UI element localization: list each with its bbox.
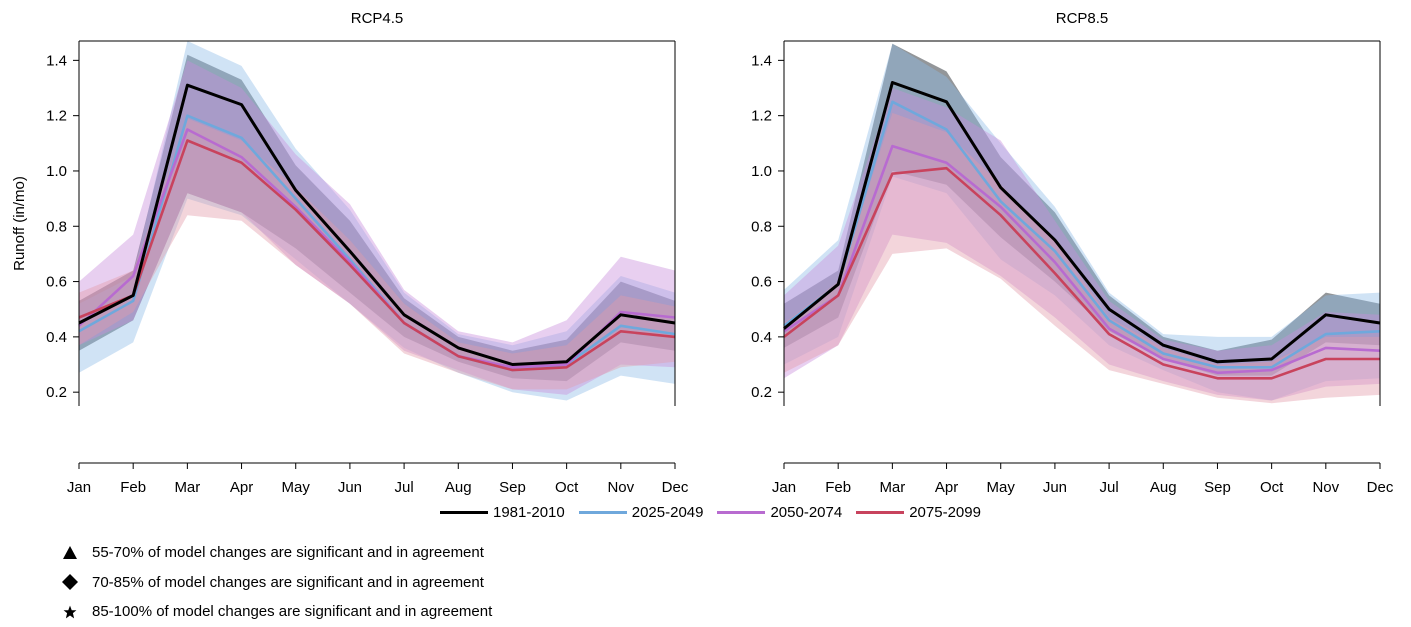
y-tick-label: 0.8 bbox=[46, 218, 67, 235]
x-tick-label: Aug bbox=[445, 479, 472, 496]
uncertainty-band-2075-2099 bbox=[784, 112, 1380, 404]
x-tick-label: Apr bbox=[230, 479, 253, 496]
x-tick-label: Feb bbox=[825, 479, 851, 496]
triangle-icon bbox=[60, 545, 80, 561]
uncertainty-band-2025-2049 bbox=[79, 41, 675, 401]
x-tick-label: Jan bbox=[67, 479, 91, 496]
legend-item-2025-2049: 2025-2049 bbox=[578, 504, 704, 521]
series-line-2025-2049 bbox=[783, 100, 1381, 369]
chart-title: RCP4.5 bbox=[351, 10, 404, 27]
legend-swatch bbox=[717, 511, 766, 514]
x-tick-label: Aug bbox=[1150, 479, 1177, 496]
star-icon bbox=[60, 604, 80, 620]
note-row: 85-100% of model changes are significant… bbox=[60, 597, 492, 627]
y-tick-label: 1.2 bbox=[751, 108, 772, 125]
significance-notes: 55-70% of model changes are significant … bbox=[60, 538, 492, 627]
legend-swatch bbox=[578, 511, 627, 514]
x-tick-label: Sep bbox=[1204, 479, 1231, 496]
legend-item-2050-2074: 2050-2074 bbox=[717, 504, 842, 521]
x-tick-label: Nov bbox=[607, 479, 634, 496]
y-tick-label: 1.4 bbox=[751, 52, 772, 69]
x-tick-label: Jul bbox=[1099, 479, 1118, 496]
x-tick-label: Jun bbox=[338, 479, 362, 496]
legend-item-2075-2099: 2075-2099 bbox=[856, 504, 981, 521]
y-tick-label: 0.8 bbox=[751, 218, 772, 235]
series-line-1981-2010 bbox=[78, 83, 676, 366]
legend-item-1981-2010: 1981-2010 bbox=[440, 504, 565, 521]
x-tick-label: Dec bbox=[662, 479, 689, 496]
legend-label: 2075-2099 bbox=[909, 504, 981, 521]
legend-swatch bbox=[440, 511, 488, 514]
diamond-icon bbox=[60, 574, 80, 591]
chart-panel-rcp4-5: 0.2 0.4 0.6 0.8 1.0 1.2 1.4 Jan Feb Mar Apr May Jun J… bbox=[11, 10, 689, 496]
x-tick-label: Jan bbox=[772, 479, 796, 496]
legend-swatch bbox=[856, 511, 905, 514]
y-tick-label: 0.6 bbox=[46, 274, 67, 291]
x-tick-label: Feb bbox=[120, 479, 146, 496]
chart-title: RCP8.5 bbox=[1056, 10, 1109, 27]
uncertainty-band-2050-2074 bbox=[79, 60, 675, 395]
y-axis-label: Runoff (in/mo) bbox=[11, 176, 28, 271]
x-tick-label: Jul bbox=[394, 479, 413, 496]
series-line-2075-2099 bbox=[78, 139, 676, 372]
x-tick-label: Dec bbox=[1367, 479, 1394, 496]
y-tick-label: 1.4 bbox=[46, 52, 67, 69]
note-text: 85-100% of model changes are significant… bbox=[92, 603, 493, 621]
legend-label: 2025-2049 bbox=[631, 504, 704, 521]
y-tick-label: 1.0 bbox=[751, 163, 772, 180]
legend-label: 1981-2010 bbox=[493, 504, 565, 521]
y-tick-label: 0.4 bbox=[751, 329, 772, 346]
x-tick-label: May bbox=[282, 479, 311, 496]
note-text: 70-85% of model changes are significant … bbox=[92, 573, 484, 591]
uncertainty-band-2075-2099 bbox=[79, 118, 675, 390]
y-tick-label: 0.2 bbox=[751, 384, 772, 401]
x-tick-label: Oct bbox=[555, 479, 579, 496]
note-row: 55-70% of model changes are significant … bbox=[60, 538, 492, 568]
x-tick-label: Jun bbox=[1043, 479, 1067, 496]
uncertainty-band-1981-2010 bbox=[784, 43, 1380, 376]
x-tick-label: Apr bbox=[935, 479, 958, 496]
x-tick-label: Mar bbox=[174, 479, 200, 496]
series-line-2050-2074 bbox=[783, 144, 1381, 375]
uncertainty-band-2025-2049 bbox=[784, 43, 1380, 401]
y-tick-label: 1.0 bbox=[46, 163, 67, 180]
y-tick-label: 0.4 bbox=[46, 329, 67, 346]
uncertainty-band-1981-2010 bbox=[79, 54, 675, 382]
y-tick-label: 0.6 bbox=[751, 274, 772, 291]
x-tick-label: Nov bbox=[1312, 479, 1339, 496]
series-line-2075-2099 bbox=[783, 166, 1380, 380]
note-text: 55-70% of model changes are significant … bbox=[92, 544, 484, 562]
y-tick-label: 1.2 bbox=[46, 108, 67, 125]
y-tick-label: 0.2 bbox=[46, 384, 67, 401]
x-tick-label: Oct bbox=[1260, 479, 1284, 496]
note-row: 70-85% of model changes are significant … bbox=[60, 568, 492, 598]
series-line-1981-2010 bbox=[783, 81, 1381, 364]
uncertainty-band-2050-2074 bbox=[784, 88, 1380, 401]
x-tick-label: Mar bbox=[879, 479, 905, 496]
legend: 1981-2010 2025-2049 2050-2074 2075-2099 bbox=[440, 504, 995, 521]
x-tick-label: Sep bbox=[499, 479, 526, 496]
x-tick-label: May bbox=[987, 479, 1016, 496]
chart-panel-rcp8-5: 0.2 0.4 0.6 0.8 1.0 1.2 1.4 Jan Feb Mar Apr May Jun J… bbox=[751, 10, 1394, 496]
legend-label: 2050-2074 bbox=[770, 504, 843, 521]
